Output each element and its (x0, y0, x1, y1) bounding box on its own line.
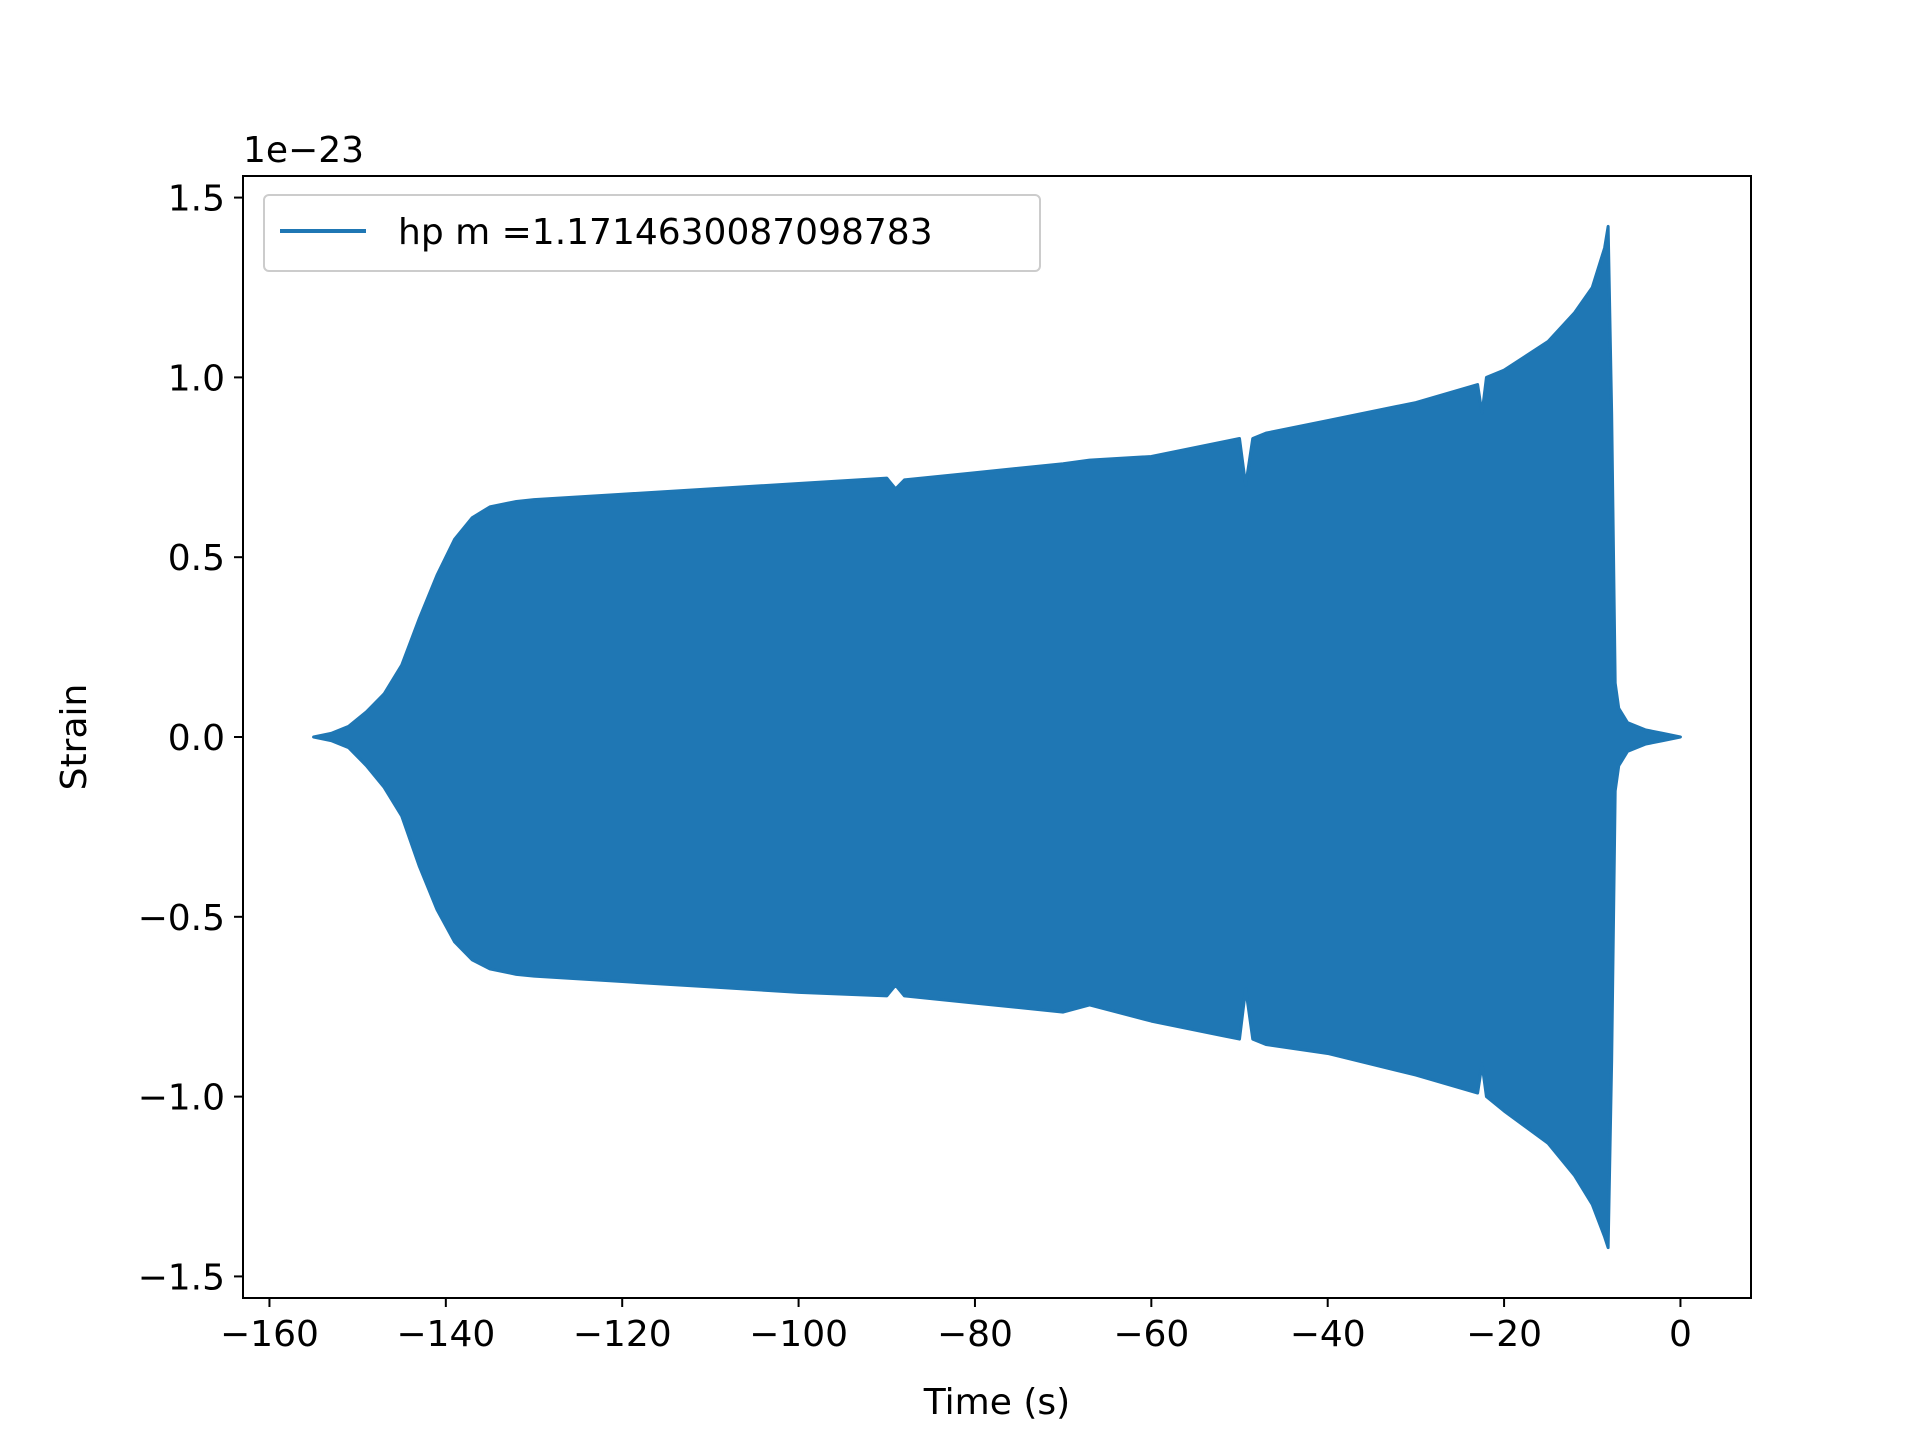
y-tick-label: −0.5 (138, 898, 225, 939)
x-tick-label: −140 (396, 1314, 495, 1355)
x-tick-label: −120 (573, 1314, 672, 1355)
x-axis-label: Time (s) (923, 1382, 1070, 1423)
legend-box (263, 194, 1041, 272)
x-tick-label: −100 (749, 1314, 848, 1355)
x-axis: −160 −140 −120 −100 −80 −60 −40 −20 0 (220, 1298, 1692, 1355)
legend-label: hp m =1.1714630087098783 (398, 212, 933, 253)
legend: hp m =1.1714630087098783 (263, 194, 1041, 272)
x-tick-label: −160 (220, 1314, 319, 1355)
y-tick-label: 0.5 (168, 538, 225, 579)
y-tick-label: −1.5 (138, 1257, 225, 1298)
y-tick-label: 0.0 (168, 718, 225, 759)
series-waveform (312, 224, 1682, 1250)
x-tick-label: −80 (937, 1314, 1013, 1355)
y-axis-label: Strain (54, 684, 95, 791)
x-tick-label: −40 (1290, 1314, 1366, 1355)
x-tick-label: −20 (1466, 1314, 1542, 1355)
plot-area (312, 224, 1682, 1250)
y-axis-offset-label: 1e−23 (243, 130, 364, 171)
y-tick-label: 1.0 (168, 358, 225, 399)
x-tick-label: 0 (1669, 1314, 1692, 1355)
y-tick-label: −1.0 (138, 1078, 225, 1119)
y-axis: 1.5 1.0 0.5 0.0 −0.5 −1.0 −1.5 (138, 179, 243, 1298)
y-tick-label: 1.5 (168, 179, 225, 220)
x-tick-label: −60 (1113, 1314, 1189, 1355)
